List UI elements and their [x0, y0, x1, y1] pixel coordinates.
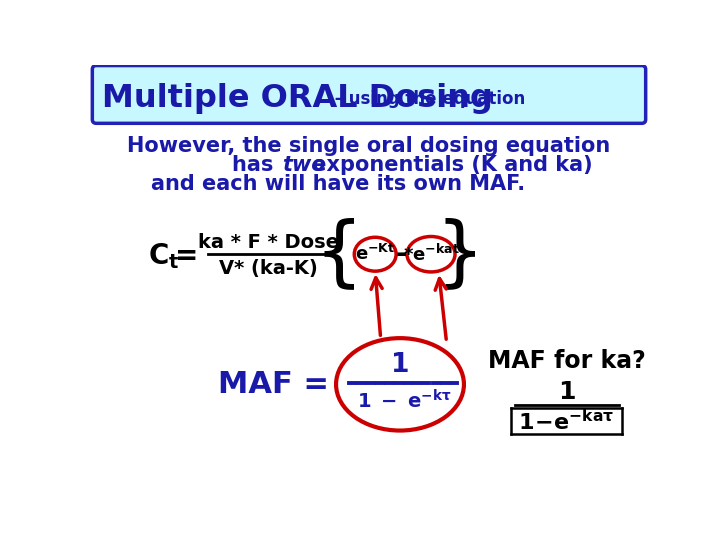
Text: $\mathbf{C_t}$: $\mathbf{C_t}$	[148, 241, 179, 271]
Text: 1: 1	[558, 380, 575, 404]
Text: $\{$: $\{$	[314, 217, 355, 292]
Text: two: two	[282, 155, 326, 175]
Text: $\mathbf{*e^{-kat}}$: $\mathbf{*e^{-kat}}$	[402, 244, 459, 265]
Text: MAF =: MAF =	[217, 370, 329, 399]
Text: has: has	[232, 155, 281, 175]
Text: V* (ka-K): V* (ka-K)	[219, 259, 318, 278]
FancyBboxPatch shape	[92, 65, 646, 123]
Text: Multiple ORAL Dosing: Multiple ORAL Dosing	[102, 83, 493, 114]
Text: $\mathbf{e^{-Kt}}$: $\mathbf{e^{-Kt}}$	[355, 244, 395, 264]
Text: ka * F * Dose: ka * F * Dose	[198, 233, 338, 252]
Text: $\mathbf{1\ -\ e^{-k\tau}}$: $\mathbf{1\ -\ e^{-k\tau}}$	[356, 389, 451, 412]
Text: 1: 1	[391, 352, 409, 378]
Text: $\mathbf{1\!-\!e^{-ka\tau}}$: $\mathbf{1\!-\!e^{-ka\tau}}$	[518, 409, 615, 434]
Text: =: =	[175, 242, 199, 270]
Text: MAF for ka?: MAF for ka?	[487, 349, 646, 373]
Text: -: -	[396, 240, 408, 268]
Text: and each will have its own MAF.: and each will have its own MAF.	[151, 174, 525, 194]
Text: – using the equation: – using the equation	[329, 90, 525, 107]
Text: exponentials (K and ka): exponentials (K and ka)	[305, 155, 593, 175]
Text: However, the single oral dosing equation: However, the single oral dosing equation	[127, 136, 611, 156]
Text: $\}$: $\}$	[436, 217, 477, 292]
